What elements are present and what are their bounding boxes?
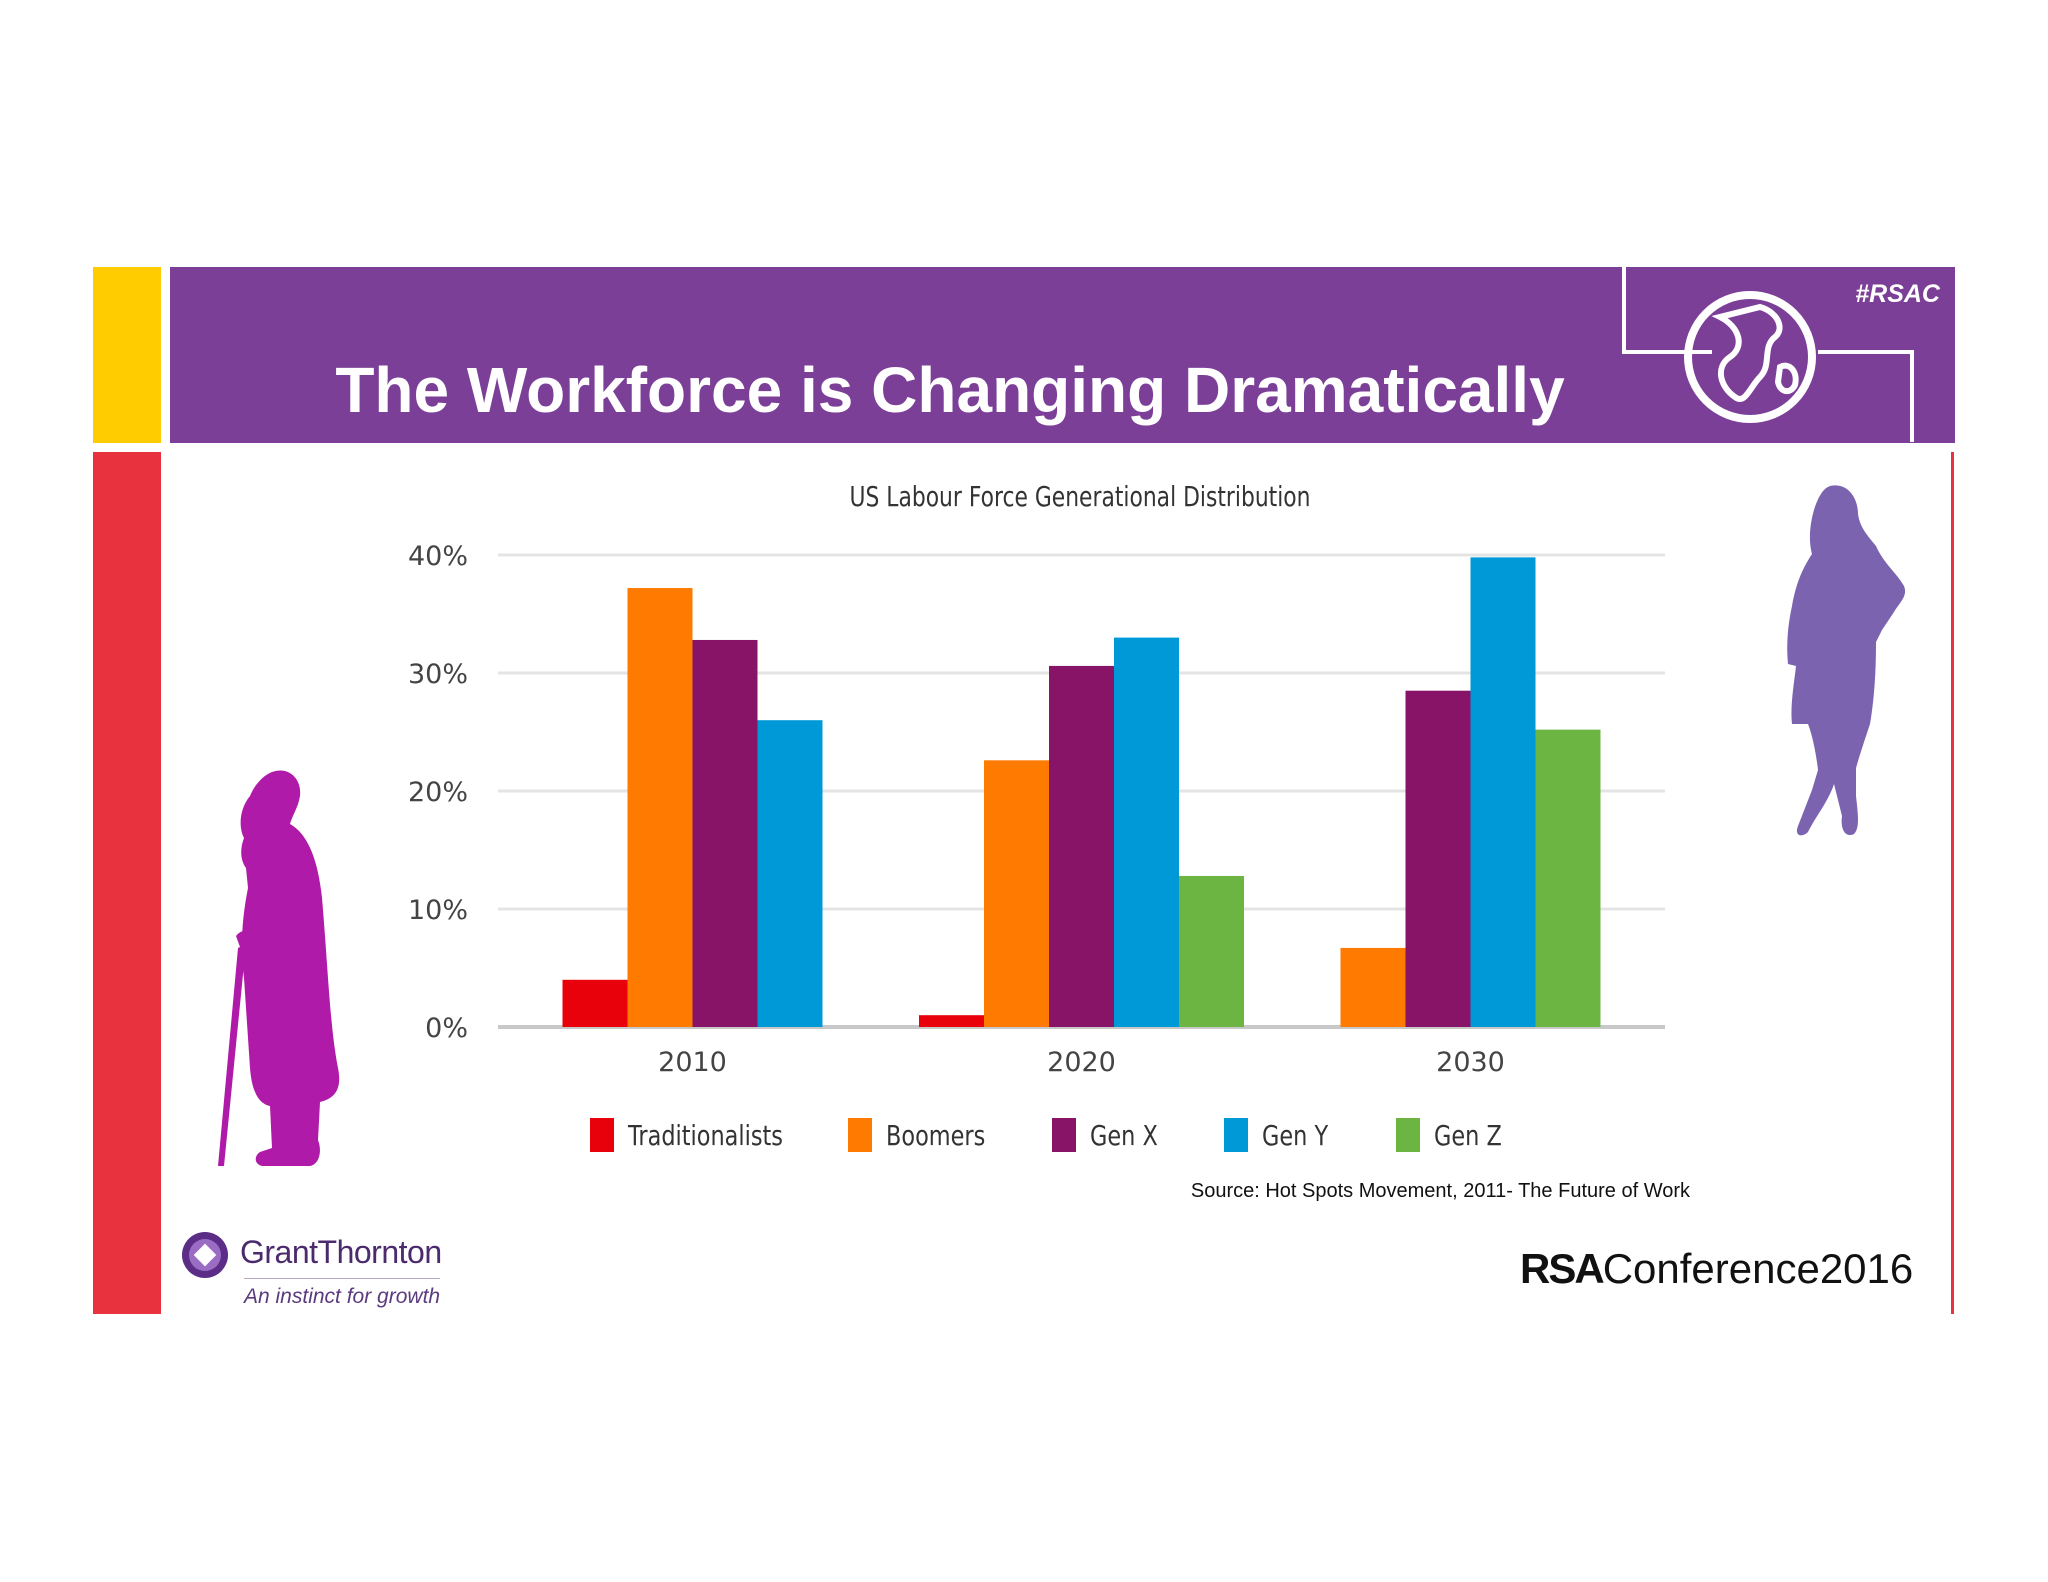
header-outline-lines <box>1622 264 1914 442</box>
legend-label: Gen X <box>1090 1118 1158 1152</box>
legend-swatch <box>1052 1118 1076 1152</box>
rsac-hashtag: #RSAC <box>1855 280 1940 308</box>
source-citation: Source: Hot Spots Movement, 2011- The Fu… <box>1190 1180 1690 1202</box>
slide-title: The Workforce is Changing Dramatically <box>335 354 1565 426</box>
young-woman-silhouette <box>1787 485 1906 836</box>
chart-title: US Labour Force Generational Distributio… <box>849 480 1311 513</box>
y-tick-label: 40% <box>408 541 468 572</box>
legend-item-gen-y: Gen Y <box>1224 1113 1345 1157</box>
globe-icon <box>1684 291 1816 423</box>
bar-traditionalists-2020 <box>919 1015 984 1027</box>
legend-label: Traditionalists <box>628 1118 783 1152</box>
legend-item-traditionalists: Traditionalists <box>590 1113 822 1157</box>
right-edge-line <box>1951 452 1954 1314</box>
grant-thornton-tagline: An instinct for growth <box>244 1285 441 1308</box>
bar-traditionalists-2010 <box>562 979 628 1027</box>
legend-swatch <box>848 1118 872 1152</box>
grant-thornton-name: GrantThornton <box>240 1234 442 1270</box>
bar-gen-x-2020 <box>1049 665 1114 1027</box>
rsa-conference-logo: RSAConference2016 <box>1520 1245 1913 1293</box>
bar-gen-x-2030 <box>1405 690 1471 1027</box>
x-tick-label: 2010 <box>658 1047 727 1078</box>
legend-label: Gen Y <box>1262 1118 1329 1152</box>
yellow-accent-block <box>93 267 161 443</box>
bar-gen-y-2020 <box>1114 637 1179 1027</box>
x-tick-label: 2030 <box>1436 1047 1505 1078</box>
rsa-logo-rest: Conference2016 <box>1602 1245 1914 1292</box>
bar-chart: 0% 10% 20% 30% 40% 2010 2020 2030 <box>408 541 1665 1078</box>
legend-swatch <box>590 1118 614 1152</box>
bar-boomers-2030 <box>1340 947 1406 1027</box>
legend-swatch <box>1224 1118 1248 1152</box>
elderly-man-silhouette <box>218 770 340 1166</box>
header-band <box>170 267 1955 443</box>
legend-item-gen-z: Gen Z <box>1396 1113 1519 1157</box>
bar-boomers-2010 <box>627 588 693 1027</box>
bar-gen-y-2030 <box>1470 557 1536 1027</box>
legend-item-gen-x: Gen X <box>1052 1113 1175 1157</box>
chart-legend: Traditionalists Boomers Gen X Gen Y Gen Z <box>590 1113 1590 1157</box>
bar-gen-y-2010 <box>757 720 823 1027</box>
bar-gen-x-2010 <box>692 639 758 1027</box>
legend-item-boomers: Boomers <box>848 1113 1010 1157</box>
rsa-logo-bold: RSA <box>1520 1245 1605 1292</box>
x-tick-label: 2020 <box>1047 1047 1116 1078</box>
bar-gen-z-2020 <box>1179 875 1244 1027</box>
legend-label: Gen Z <box>1434 1118 1502 1152</box>
bar-gen-z-2030 <box>1535 729 1601 1027</box>
y-tick-label: 20% <box>408 777 468 808</box>
bar-boomers-2020 <box>984 760 1049 1027</box>
grant-thornton-divider <box>244 1278 440 1279</box>
y-tick-label: 30% <box>408 659 468 690</box>
grant-thornton-mark <box>182 1232 228 1278</box>
legend-label: Boomers <box>886 1118 986 1152</box>
y-tick-label: 10% <box>408 895 468 926</box>
y-tick-label: 0% <box>425 1013 468 1044</box>
red-side-bar <box>93 452 161 1314</box>
legend-swatch <box>1396 1118 1420 1152</box>
